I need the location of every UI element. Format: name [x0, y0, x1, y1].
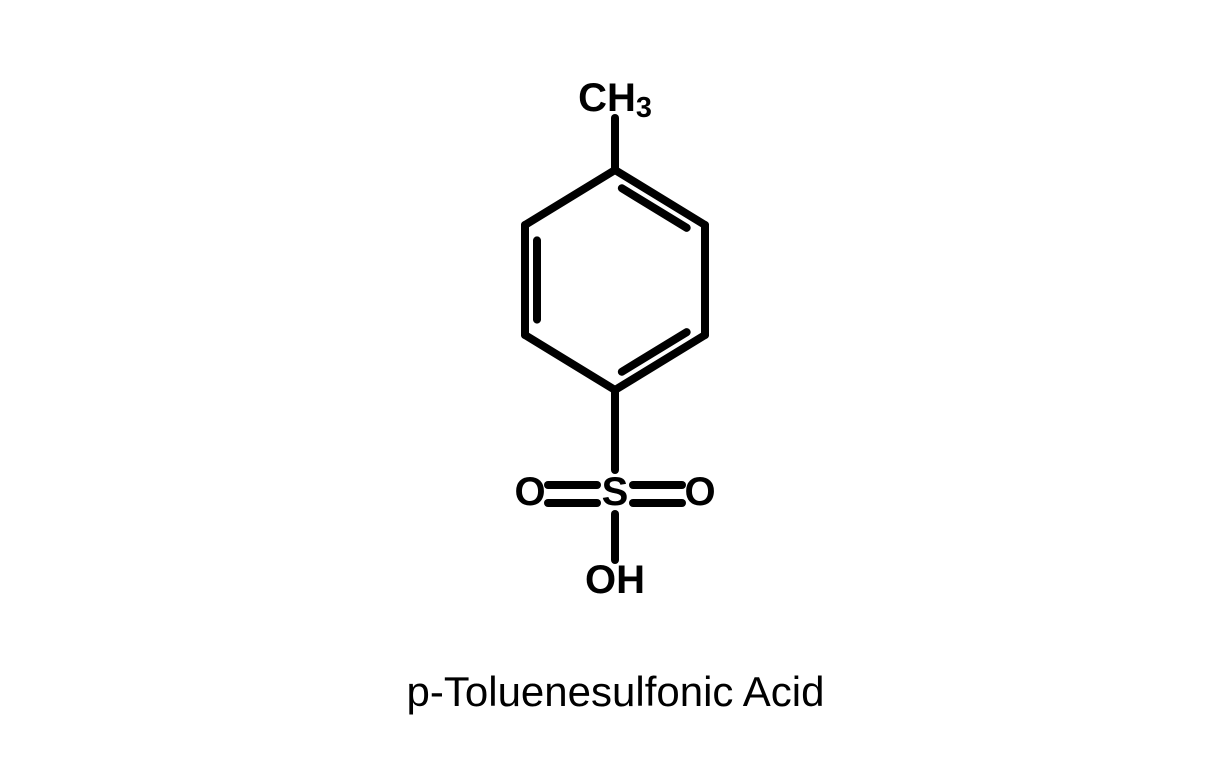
sulfur-label: S — [602, 470, 629, 514]
compound-name-caption: p-Toluenesulfonic Acid — [0, 668, 1231, 716]
oxygen-left-label: O — [514, 470, 545, 514]
oxygen-right-label: O — [684, 470, 715, 514]
ring-bond — [615, 335, 705, 390]
hydroxyl-label: OH — [585, 558, 645, 602]
molecule-svg: CH3 S O O OH — [0, 0, 1231, 769]
ring-bond — [615, 170, 705, 225]
diagram-canvas: CH3 S O O OH p-Toluenesulfonic Acid — [0, 0, 1231, 769]
ring-bond — [525, 335, 615, 390]
ring-bond — [525, 170, 615, 225]
methyl-label: CH3 — [578, 76, 652, 124]
